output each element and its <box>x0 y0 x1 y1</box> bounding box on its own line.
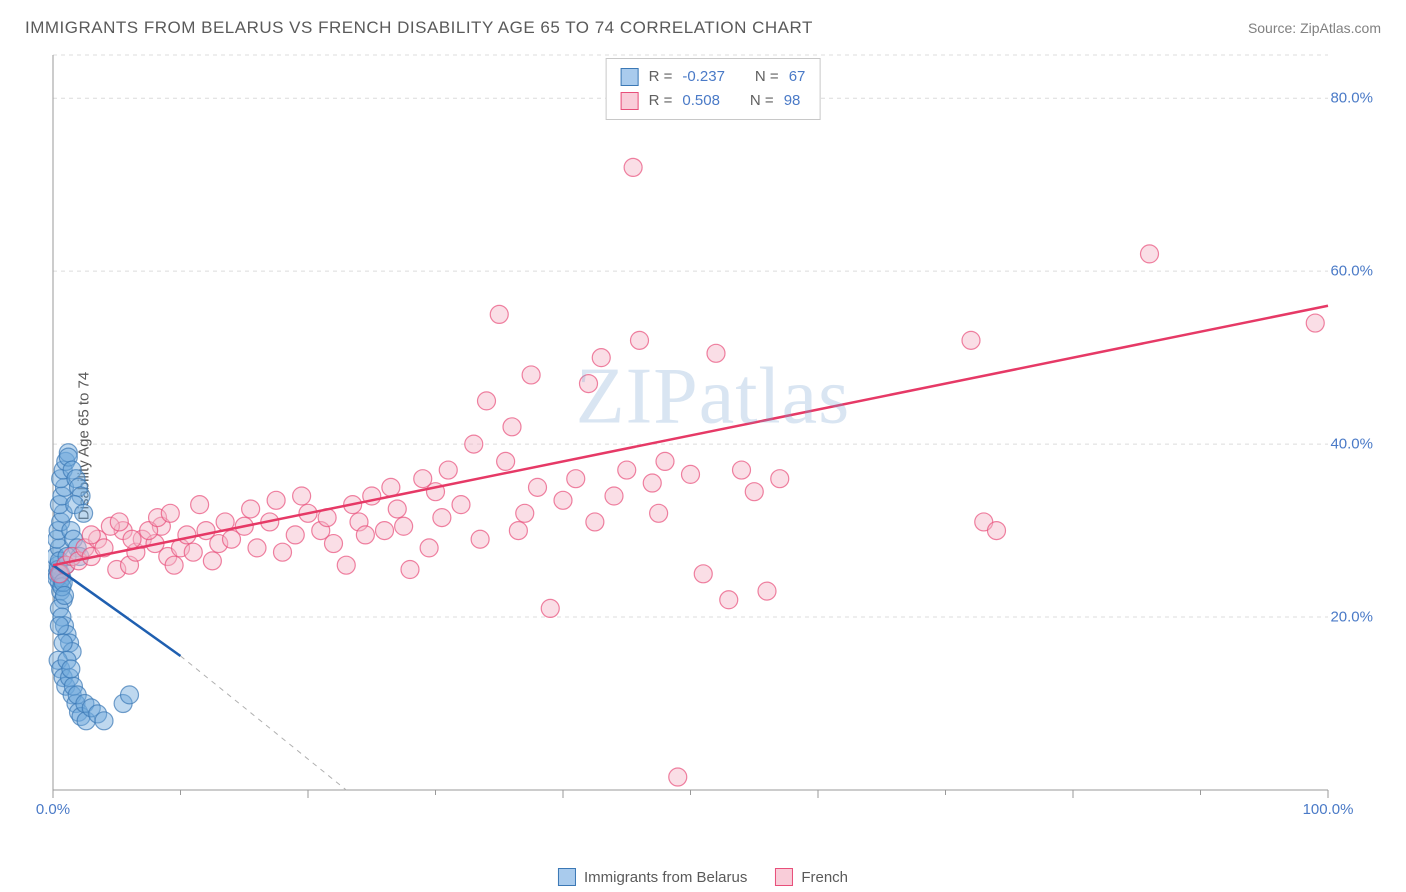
legend-item: French <box>775 868 848 886</box>
legend-row: R = -0.237 N = 67 <box>621 65 806 89</box>
chart-area: ZIPatlas R = -0.237 N = 67 R = 0.508 N =… <box>48 50 1378 820</box>
scatter-plot <box>48 50 1378 820</box>
legend-row: R = 0.508 N = 98 <box>621 89 806 113</box>
y-tick-label: 80.0% <box>1330 90 1373 107</box>
y-tick-label: 40.0% <box>1330 436 1373 453</box>
source-label: Source: ZipAtlas.com <box>1248 20 1381 36</box>
legend-swatch <box>775 868 793 886</box>
legend-swatch <box>558 868 576 886</box>
header: IMMIGRANTS FROM BELARUS VS FRENCH DISABI… <box>25 18 1381 38</box>
legend-label: French <box>801 869 848 886</box>
x-tick-label: 100.0% <box>1303 801 1354 818</box>
legend-swatch <box>621 68 639 86</box>
legend-item: Immigrants from Belarus <box>558 868 747 886</box>
series-legend: Immigrants from Belarus French <box>558 868 848 886</box>
x-tick-label: 0.0% <box>36 801 70 818</box>
chart-title: IMMIGRANTS FROM BELARUS VS FRENCH DISABI… <box>25 18 813 38</box>
y-tick-label: 20.0% <box>1330 609 1373 626</box>
legend-label: Immigrants from Belarus <box>584 869 747 886</box>
legend-swatch <box>621 92 639 110</box>
correlation-legend: R = -0.237 N = 67 R = 0.508 N = 98 <box>606 58 821 120</box>
y-tick-label: 60.0% <box>1330 263 1373 280</box>
